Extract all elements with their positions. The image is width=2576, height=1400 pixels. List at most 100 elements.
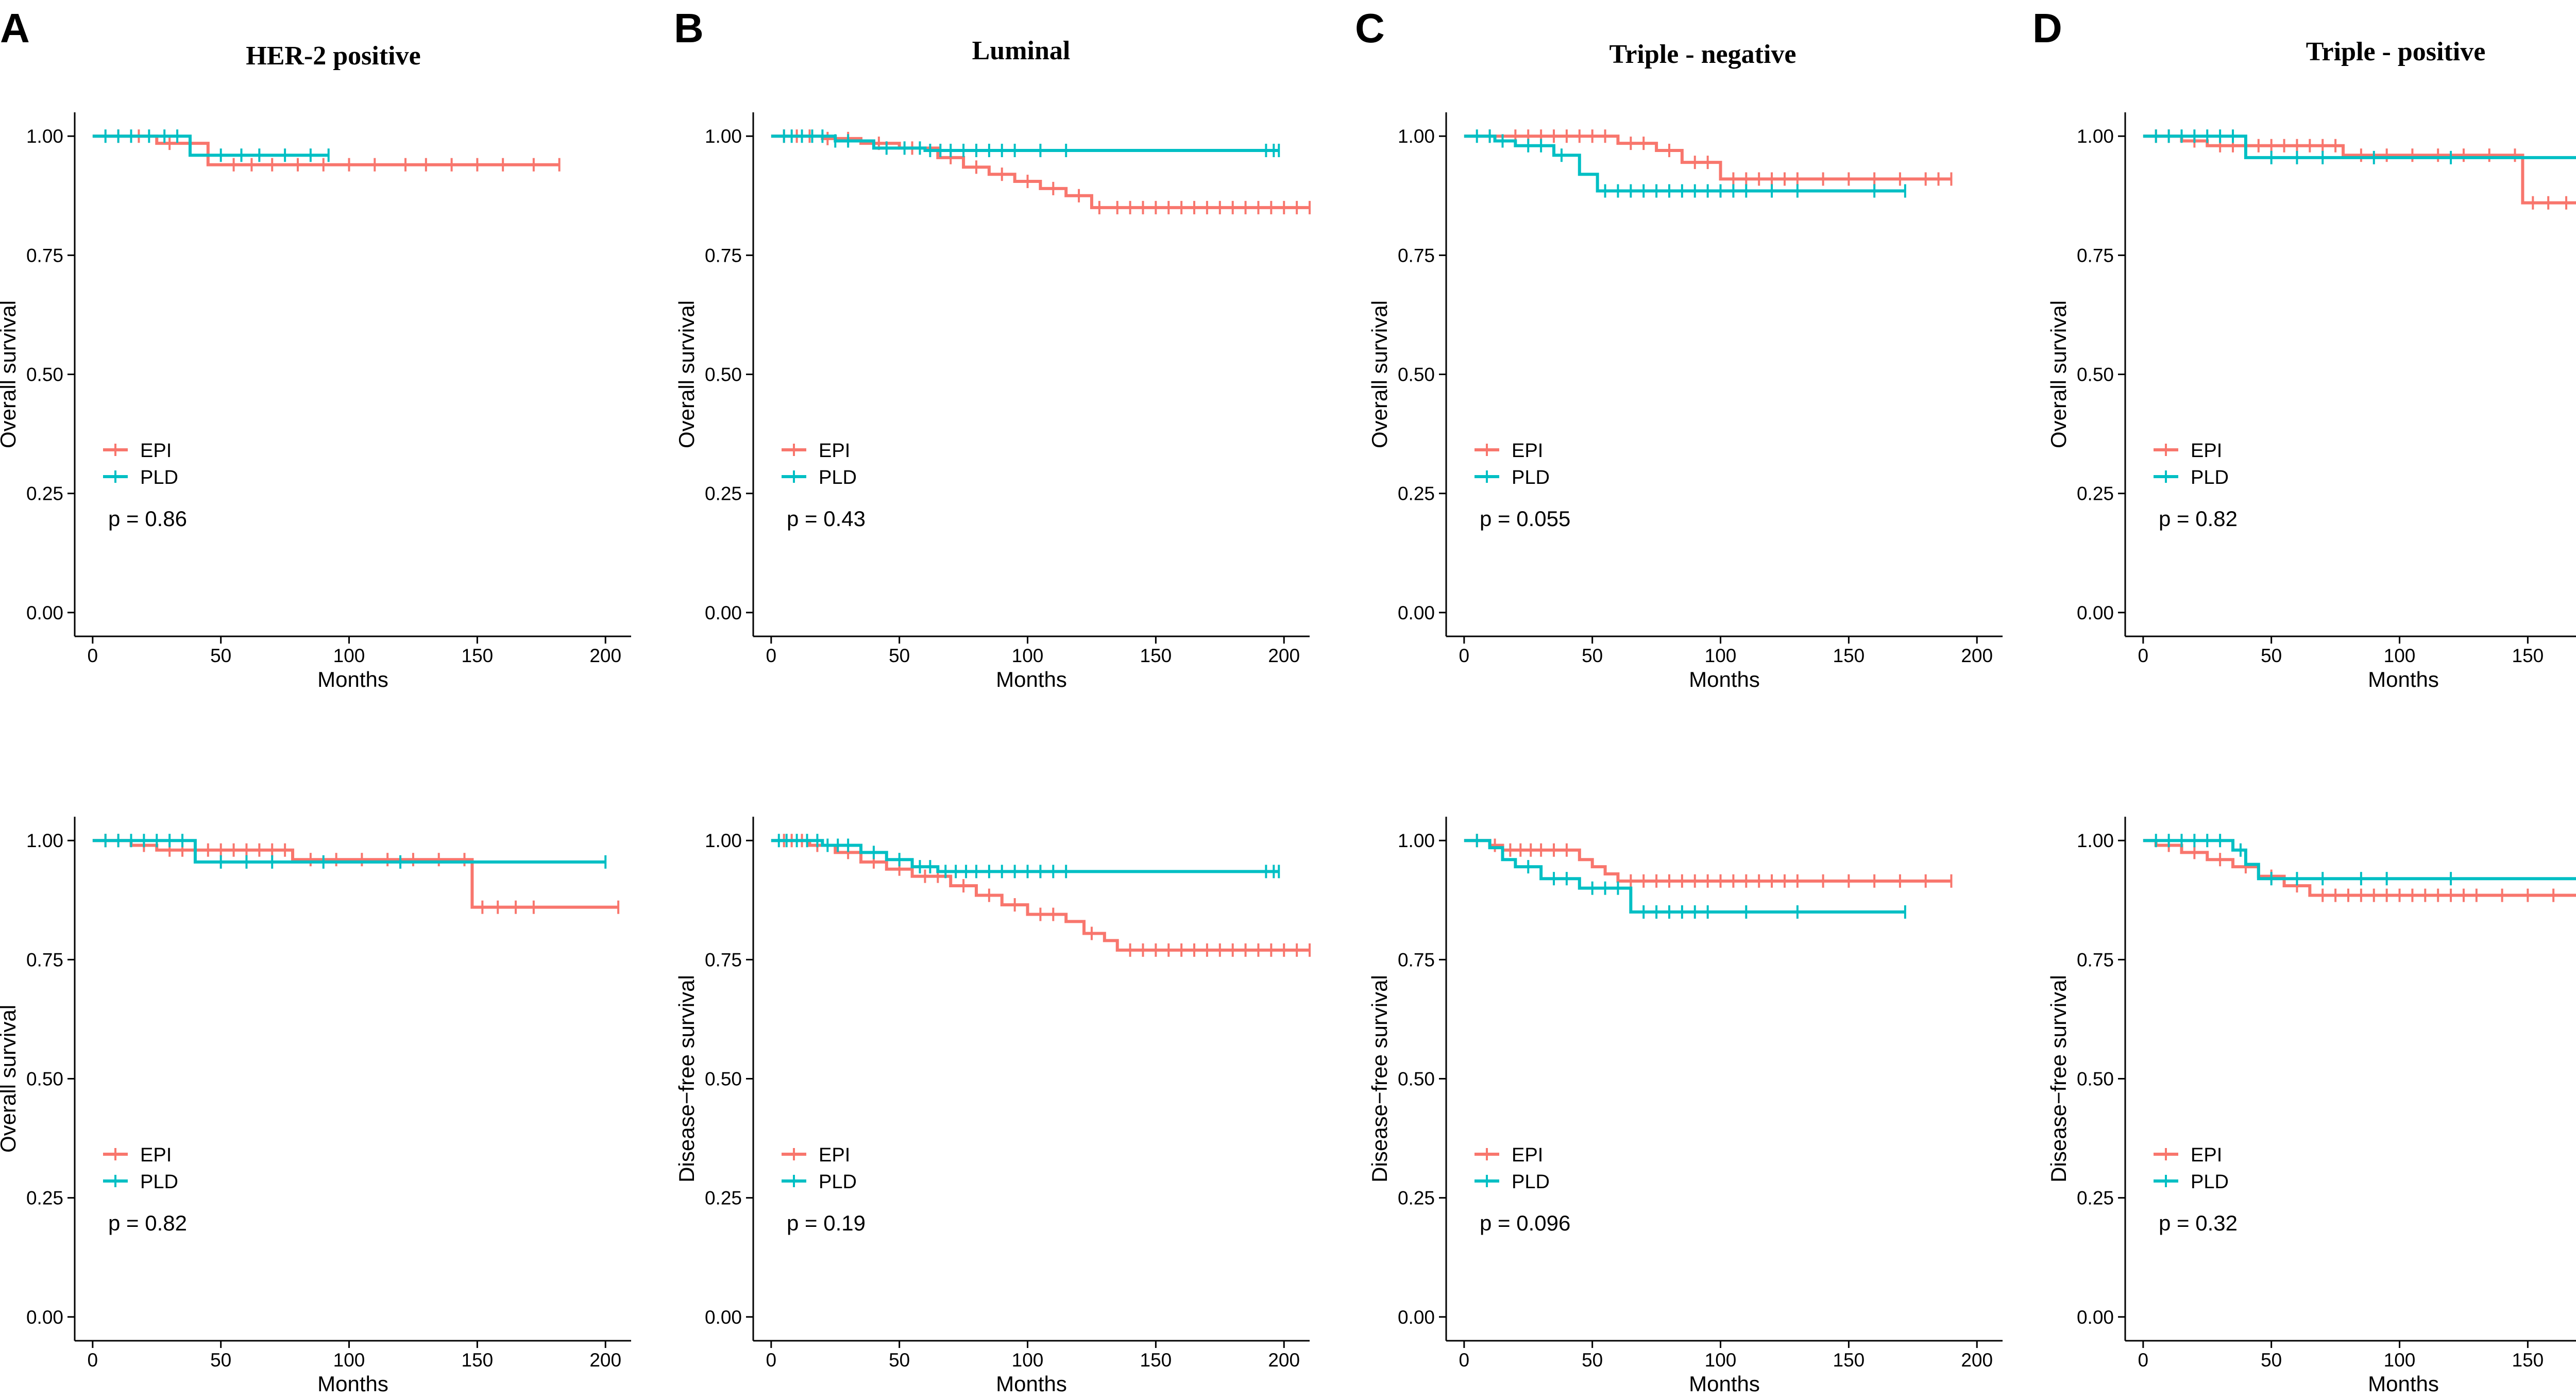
legend-label-pld: PLD bbox=[819, 1171, 857, 1193]
x-tick-label: 50 bbox=[2261, 645, 2282, 666]
survival-curve-epi bbox=[92, 134, 560, 166]
p-value: p = 0.43 bbox=[787, 507, 866, 531]
y-tick-label: 0.25 bbox=[705, 483, 742, 504]
y-axis-title: Overall survival bbox=[674, 300, 699, 448]
legend-label-pld: PLD bbox=[140, 467, 178, 488]
y-tick-label: 0.50 bbox=[2077, 364, 2114, 385]
legend-label-epi: EPI bbox=[140, 440, 172, 462]
x-tick-label: 50 bbox=[1582, 1350, 1603, 1371]
x-tick-label: 150 bbox=[462, 1350, 494, 1371]
p-value: p = 0.19 bbox=[787, 1211, 866, 1235]
plot-c-row2: 0 50 100 150 200 0.00 0.25 0.50 0.75 1.00 Months Di… bbox=[1367, 817, 2003, 1396]
x-tick-label: 0 bbox=[2138, 645, 2149, 666]
y-tick-label: 0.50 bbox=[26, 364, 63, 385]
x-axis-title: Months bbox=[996, 667, 1067, 691]
y-tick-label: 0.25 bbox=[705, 1188, 742, 1209]
x-axis-title: Months bbox=[1689, 1372, 1760, 1396]
y-axis-title: Overall survival bbox=[0, 1005, 20, 1153]
p-value: p = 0.055 bbox=[1480, 507, 1570, 531]
panel-title-c: Triple - negative bbox=[1609, 40, 1797, 69]
panel-letter-d: D bbox=[2032, 5, 2062, 51]
plot-a-row1: 0 50 100 150 200 0.00 0.25 0.50 0.75 1.00 Months Ov… bbox=[0, 112, 631, 691]
x-tick-label: 200 bbox=[1961, 645, 1993, 666]
panel-headers: A B C D HER-2 positive Luminal Triple - … bbox=[0, 5, 2485, 71]
panel-title-d: Triple - positive bbox=[2306, 37, 2486, 66]
y-tick-label: 0.50 bbox=[705, 1069, 742, 1090]
legend-label-pld: PLD bbox=[819, 467, 857, 488]
y-tick-label: 0.25 bbox=[26, 1188, 63, 1209]
legend-label-epi: EPI bbox=[1512, 1144, 1543, 1166]
x-tick-label: 0 bbox=[766, 645, 777, 666]
y-tick-label: 1.00 bbox=[705, 126, 742, 147]
survival-curve-pld bbox=[771, 839, 1279, 873]
legend-label-pld: PLD bbox=[1512, 1171, 1550, 1193]
p-value: p = 0.82 bbox=[108, 1211, 187, 1235]
y-tick-label: 0.25 bbox=[2077, 483, 2114, 504]
x-tick-label: 50 bbox=[210, 645, 231, 666]
plots: 0 50 100 150 200 0.00 0.25 0.50 0.75 1.00 Months Ov… bbox=[0, 112, 2576, 1396]
y-tick-label: 0.75 bbox=[26, 949, 63, 970]
panel-title-a: HER-2 positive bbox=[246, 41, 420, 71]
x-tick-label: 100 bbox=[1012, 645, 1044, 666]
x-tick-label: 50 bbox=[1582, 645, 1603, 666]
legend-label-epi: EPI bbox=[140, 1144, 172, 1166]
survival-curve-epi bbox=[92, 839, 619, 909]
survival-curve-epi bbox=[2143, 134, 2576, 205]
y-axis-title: Overall survival bbox=[1367, 300, 1392, 448]
y-tick-label: 1.00 bbox=[705, 830, 742, 851]
legend-label-epi: EPI bbox=[2191, 1144, 2222, 1166]
y-tick-label: 0.75 bbox=[26, 245, 63, 266]
panel-letter-b: B bbox=[674, 5, 704, 51]
y-tick-label: 0.25 bbox=[1398, 1188, 1435, 1209]
y-tick-label: 0.25 bbox=[1398, 483, 1435, 504]
x-tick-label: 150 bbox=[1833, 1350, 1865, 1371]
x-tick-label: 150 bbox=[462, 645, 494, 666]
x-tick-label: 50 bbox=[2261, 1350, 2282, 1371]
x-axis-title: Months bbox=[2368, 1372, 2439, 1396]
p-value: p = 0.096 bbox=[1480, 1211, 1570, 1235]
x-tick-label: 150 bbox=[2512, 1350, 2544, 1371]
plot-d-row1: 0501001502000.000.250.500.751.00MonthsOv… bbox=[2046, 112, 2576, 691]
x-tick-label: 0 bbox=[88, 645, 98, 666]
y-axis-title: Disease−free survival bbox=[1367, 975, 1392, 1183]
y-tick-label: 0.75 bbox=[1398, 245, 1435, 266]
legend-label-epi: EPI bbox=[819, 1144, 850, 1166]
y-tick-label: 0.25 bbox=[26, 483, 63, 504]
plot-a-row2: 0 50 100 150 200 0.00 0.25 0.50 0.75 1.00 Months Ov… bbox=[0, 817, 631, 1396]
x-tick-label: 50 bbox=[210, 1350, 231, 1371]
y-tick-label: 1.00 bbox=[26, 126, 63, 147]
y-axis-title: Disease−free survival bbox=[2046, 975, 2071, 1183]
y-axis-title: Overall survival bbox=[0, 300, 20, 448]
y-tick-label: 0.75 bbox=[2077, 949, 2114, 970]
x-tick-label: 100 bbox=[333, 1350, 365, 1371]
x-tick-label: 100 bbox=[2384, 645, 2416, 666]
survival-curve-epi bbox=[2143, 839, 2576, 897]
x-tick-label: 200 bbox=[589, 645, 621, 666]
legend-label-pld: PLD bbox=[2191, 1171, 2229, 1193]
x-tick-label: 150 bbox=[1140, 1350, 1172, 1371]
survival-curve-epi bbox=[1464, 839, 1952, 883]
x-tick-label: 0 bbox=[1459, 1350, 1470, 1371]
legend-label-pld: PLD bbox=[1512, 467, 1550, 488]
x-tick-label: 200 bbox=[589, 1350, 621, 1371]
x-tick-label: 200 bbox=[1961, 1350, 1993, 1371]
y-axis-title: Overall survival bbox=[2046, 300, 2071, 448]
y-tick-label: 1.00 bbox=[1398, 830, 1435, 851]
y-tick-label: 0.75 bbox=[705, 949, 742, 970]
x-axis-title: Months bbox=[2368, 667, 2439, 691]
y-tick-label: 0.75 bbox=[1398, 949, 1435, 970]
legend-label-pld: PLD bbox=[2191, 467, 2229, 488]
y-tick-label: 0.00 bbox=[26, 602, 63, 623]
x-tick-label: 0 bbox=[1459, 645, 1470, 666]
x-tick-label: 150 bbox=[2512, 645, 2544, 666]
y-tick-label: 0.00 bbox=[705, 602, 742, 623]
y-tick-label: 1.00 bbox=[1398, 126, 1435, 147]
x-axis-title: Months bbox=[1689, 667, 1760, 691]
survival-curve-epi bbox=[771, 839, 1310, 952]
plot-d-row2: 0501001502000.000.250.500.751.00MonthsDi… bbox=[2046, 817, 2576, 1396]
p-value: p = 0.86 bbox=[108, 507, 187, 531]
y-tick-label: 1.00 bbox=[2077, 830, 2114, 851]
y-tick-label: 0.25 bbox=[2077, 1188, 2114, 1209]
survival-curve-pld bbox=[92, 134, 329, 157]
x-tick-label: 0 bbox=[88, 1350, 98, 1371]
